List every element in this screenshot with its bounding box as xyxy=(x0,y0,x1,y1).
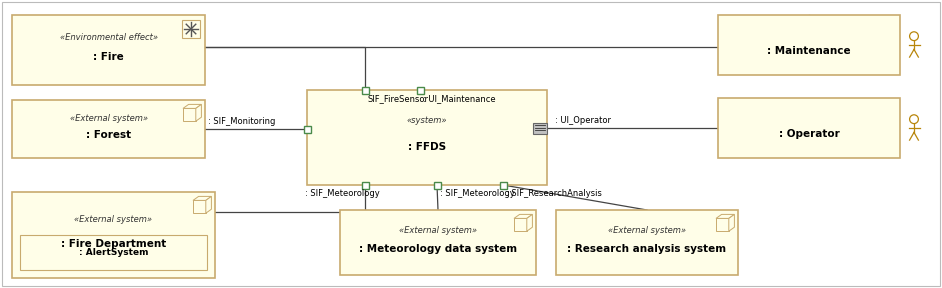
Text: : Operator: : Operator xyxy=(779,129,839,139)
FancyBboxPatch shape xyxy=(362,86,368,94)
FancyBboxPatch shape xyxy=(718,15,900,75)
FancyBboxPatch shape xyxy=(362,181,368,189)
Text: «External system»: «External system» xyxy=(399,226,477,235)
FancyBboxPatch shape xyxy=(716,218,729,231)
Text: : Forest: : Forest xyxy=(86,130,131,140)
Polygon shape xyxy=(729,214,735,231)
FancyBboxPatch shape xyxy=(307,90,547,185)
Polygon shape xyxy=(193,196,211,200)
Text: «Environmental effect»: «Environmental effect» xyxy=(59,33,157,42)
FancyBboxPatch shape xyxy=(499,181,507,189)
Text: «system»: «system» xyxy=(407,116,447,125)
FancyBboxPatch shape xyxy=(340,210,536,275)
FancyBboxPatch shape xyxy=(193,200,205,213)
Text: : AlertSystem: : AlertSystem xyxy=(79,248,148,257)
FancyBboxPatch shape xyxy=(12,100,205,158)
Text: : Fire: : Fire xyxy=(93,52,124,62)
Text: «External system»: «External system» xyxy=(70,114,148,123)
Text: : SIF_ResearchAnalysis: : SIF_ResearchAnalysis xyxy=(506,189,602,198)
Polygon shape xyxy=(716,214,735,218)
FancyBboxPatch shape xyxy=(556,210,738,275)
FancyBboxPatch shape xyxy=(12,192,215,278)
Text: : SIF_Meteorology: : SIF_Meteorology xyxy=(440,189,514,198)
FancyBboxPatch shape xyxy=(303,126,311,132)
FancyBboxPatch shape xyxy=(514,218,527,231)
Text: : Meteorology data system: : Meteorology data system xyxy=(359,244,517,254)
FancyBboxPatch shape xyxy=(533,122,547,134)
FancyBboxPatch shape xyxy=(182,20,200,38)
FancyBboxPatch shape xyxy=(433,181,441,189)
Polygon shape xyxy=(514,214,532,218)
Text: : SIF_Monitoring: : SIF_Monitoring xyxy=(208,117,275,126)
Text: SIF_FireSensor: SIF_FireSensor xyxy=(368,94,429,103)
Polygon shape xyxy=(527,214,532,231)
Text: «External system»: «External system» xyxy=(608,226,686,235)
Text: : Maintenance: : Maintenance xyxy=(767,46,851,56)
Text: : FFDS: : FFDS xyxy=(408,142,447,152)
Polygon shape xyxy=(205,196,211,213)
Text: : UI_Operator: : UI_Operator xyxy=(555,116,611,125)
FancyBboxPatch shape xyxy=(416,86,424,94)
FancyBboxPatch shape xyxy=(183,108,196,121)
Polygon shape xyxy=(183,105,202,108)
Text: : Fire Department: : Fire Department xyxy=(61,238,166,249)
Text: : UI_Maintenance: : UI_Maintenance xyxy=(423,94,495,103)
FancyBboxPatch shape xyxy=(20,235,207,270)
Polygon shape xyxy=(196,105,202,121)
Text: «External system»: «External system» xyxy=(74,215,153,224)
Text: : SIF_Meteorology: : SIF_Meteorology xyxy=(305,189,380,198)
FancyBboxPatch shape xyxy=(12,15,205,85)
FancyBboxPatch shape xyxy=(718,98,900,158)
Text: : Research analysis system: : Research analysis system xyxy=(567,244,726,254)
